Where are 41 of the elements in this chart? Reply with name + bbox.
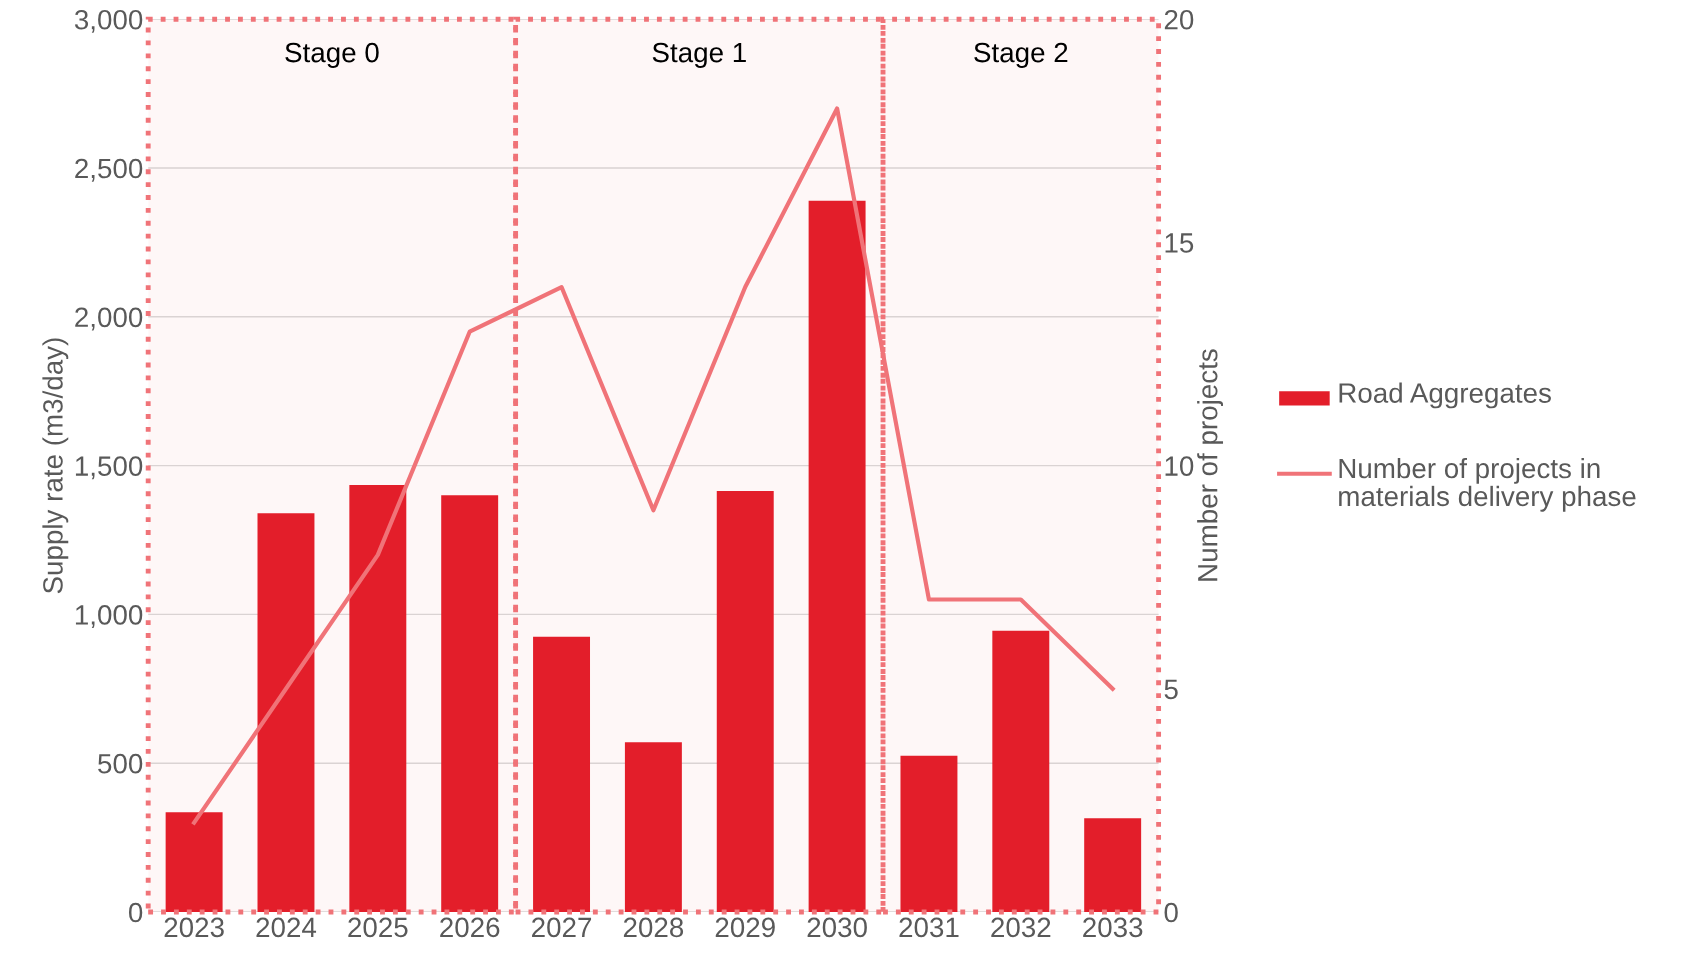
bar	[533, 636, 591, 912]
x-tick-label: 2033	[1083, 917, 1143, 938]
legend-label: Number of projects in materials delivery phase	[1339, 457, 1636, 512]
legend-label: Road Aggregates	[1339, 382, 1551, 409]
x-tick-label: 2032	[991, 917, 1051, 938]
bar	[624, 742, 682, 912]
x-tick-label: 2028	[623, 917, 684, 938]
bar	[349, 484, 407, 912]
bar	[1084, 818, 1142, 912]
bar	[257, 513, 315, 912]
band-label: Stage 0	[285, 42, 379, 68]
band-label: Stage 2	[974, 42, 1068, 68]
y-axis-title: Supply rate (m3/day)	[42, 338, 69, 594]
bar	[808, 200, 866, 912]
x-tick-label: 2029	[715, 917, 775, 938]
y2-axis-title: Number of projects	[1197, 349, 1224, 581]
y-tick-label: 2,000	[75, 307, 143, 331]
x-tick-label: 2027	[532, 917, 592, 938]
x-tick-label: 2024	[256, 917, 317, 938]
y2-tick-label: 15	[1165, 233, 1194, 253]
y2-tick-label: 0	[1164, 902, 1178, 923]
x-tick-label: 2025	[348, 917, 408, 938]
bar	[165, 812, 223, 912]
y-tick-label: 500	[98, 753, 143, 774]
band-label: Stage 1	[652, 42, 746, 68]
y2-tick-label: 5	[1164, 679, 1178, 700]
bar	[716, 490, 774, 912]
y-tick-label: 3,000	[74, 9, 143, 33]
y-tick-label: 2,500	[75, 158, 143, 182]
y-tick-label: 1,000	[75, 605, 143, 629]
y-tick-label: 1,500	[75, 456, 143, 480]
x-tick-label: 2030	[807, 917, 867, 938]
y-tick-label: 0	[128, 902, 143, 923]
y2-tick-label: 20	[1164, 9, 1194, 30]
y2-tick-label: 10	[1165, 456, 1194, 476]
bar	[992, 630, 1050, 912]
x-tick-label: 2023	[164, 917, 224, 938]
bar	[900, 755, 958, 912]
x-tick-label: 2026	[440, 917, 500, 938]
x-tick-label: 2031	[899, 917, 959, 938]
bar	[441, 495, 499, 912]
